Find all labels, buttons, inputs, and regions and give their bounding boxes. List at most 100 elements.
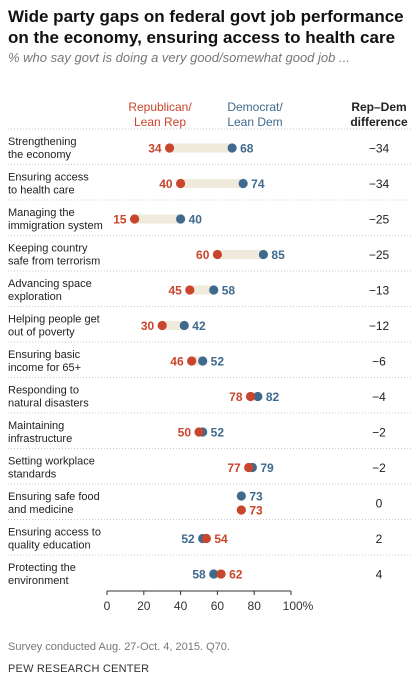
category-label: environment xyxy=(8,575,69,587)
democrat-value: 52 xyxy=(181,532,195,546)
difference-value: 0 xyxy=(376,497,383,511)
category-label: Ensuring access xyxy=(8,172,89,184)
democrat-value: 79 xyxy=(260,461,274,475)
category-label: Responding to xyxy=(8,385,79,397)
category-label: Strengthening xyxy=(8,136,77,148)
difference-value: 4 xyxy=(376,568,383,582)
x-tick-label: 20 xyxy=(137,599,151,613)
republican-value: 50 xyxy=(178,426,192,440)
democrat-value: 58 xyxy=(192,568,206,582)
republican-value: 46 xyxy=(170,355,184,369)
democrat-dot xyxy=(238,178,248,189)
democrat-value: 58 xyxy=(222,284,236,298)
republican-value: 34 xyxy=(148,142,162,156)
difference-value: −34 xyxy=(369,177,390,191)
category-label: income for 65+ xyxy=(8,362,81,374)
category-label: immigration system xyxy=(8,220,103,232)
category-label: natural disasters xyxy=(8,398,89,410)
republican-value: 73 xyxy=(249,504,263,518)
category-label: out of poverty xyxy=(8,327,75,339)
difference-value: −2 xyxy=(372,461,386,475)
democrat-value: 42 xyxy=(192,319,206,333)
x-tick-label: 60 xyxy=(211,599,225,613)
category-label: Ensuring access to xyxy=(8,527,101,539)
democrat-dot xyxy=(258,249,268,260)
democrat-value: 74 xyxy=(251,177,265,191)
category-label: Helping people get xyxy=(8,314,100,326)
republican-dot xyxy=(185,285,195,295)
chart-subtitle: % who say govt is doing a very good/some… xyxy=(8,50,350,65)
category-label: Keeping country xyxy=(8,243,88,255)
democrat-value: 40 xyxy=(189,213,203,227)
difference-header: difference xyxy=(350,115,408,129)
democrat-dot xyxy=(227,143,237,153)
democrat-dot xyxy=(209,569,219,579)
category-label: Managing the xyxy=(8,207,75,219)
republican-value: 62 xyxy=(229,568,243,582)
republican-value: 15 xyxy=(113,213,127,227)
legend-republican: Republican/ xyxy=(128,100,192,114)
democrat-dot xyxy=(179,320,189,331)
x-tick-label: 80 xyxy=(248,599,262,613)
category-label: the economy xyxy=(8,149,71,161)
democrat-dot xyxy=(236,491,246,501)
difference-value: −2 xyxy=(372,426,386,440)
democrat-dot xyxy=(209,285,219,295)
category-label: and medicine xyxy=(8,504,73,516)
x-tick-label: 0 xyxy=(104,599,111,613)
democrat-dot xyxy=(176,214,186,224)
category-label: infrastructure xyxy=(8,433,72,445)
category-label: Setting workplace xyxy=(8,456,95,468)
democrat-value: 52 xyxy=(211,426,225,440)
democrat-value: 82 xyxy=(266,390,280,404)
republican-dot xyxy=(216,569,226,579)
republican-value: 54 xyxy=(214,532,228,546)
category-label: standards xyxy=(8,469,57,481)
republican-dot xyxy=(187,356,197,366)
category-label: Maintaining xyxy=(8,420,64,432)
legend-democrat: Democrat/ xyxy=(227,100,283,114)
category-label: Advancing space xyxy=(8,278,92,290)
category-label: to health care xyxy=(8,185,75,197)
legend-democrat: Lean Dem xyxy=(227,115,282,129)
democrat-value: 68 xyxy=(240,142,254,156)
republican-value: 78 xyxy=(229,390,243,404)
republican-value: 45 xyxy=(168,284,182,298)
republican-dot xyxy=(157,320,167,331)
x-tick-label: 100% xyxy=(283,599,314,613)
difference-value: −13 xyxy=(369,284,390,298)
source-note: Survey conducted Aug. 27-Oct. 4, 2015. Q… xyxy=(8,641,230,653)
category-label: Ensuring basic xyxy=(8,349,81,361)
difference-value: 2 xyxy=(376,532,383,546)
democrat-value: 73 xyxy=(249,490,263,504)
brand-name: PEW RESEARCH CENTER xyxy=(8,663,150,675)
legend-republican: Lean Rep xyxy=(134,115,186,129)
democrat-dot xyxy=(253,391,263,402)
republican-dot xyxy=(194,427,204,437)
x-tick-label: 40 xyxy=(174,599,188,613)
chart-title: Wide party gaps on federal govt job perf… xyxy=(8,7,404,47)
difference-header: Rep–Dem xyxy=(351,100,406,114)
difference-value: −4 xyxy=(372,390,386,404)
republican-dot xyxy=(201,533,211,544)
republican-value: 60 xyxy=(196,248,210,262)
category-label: quality education xyxy=(8,540,91,552)
difference-value: −12 xyxy=(369,319,390,333)
republican-dot xyxy=(244,462,254,473)
difference-value: −25 xyxy=(369,248,390,262)
category-label: exploration xyxy=(8,291,62,303)
difference-value: −6 xyxy=(372,355,386,369)
republican-dot xyxy=(164,143,175,153)
difference-value: −25 xyxy=(369,213,390,227)
republican-dot xyxy=(245,391,256,402)
category-label: Ensuring safe food xyxy=(8,491,100,503)
republican-value: 40 xyxy=(159,177,173,191)
republican-value: 77 xyxy=(227,461,241,475)
category-label: Protecting the xyxy=(8,562,76,574)
difference-value: −34 xyxy=(369,142,390,156)
republican-dot xyxy=(236,505,246,515)
democrat-value: 52 xyxy=(211,355,225,369)
republican-dot xyxy=(212,249,222,260)
republican-dot xyxy=(176,178,186,189)
